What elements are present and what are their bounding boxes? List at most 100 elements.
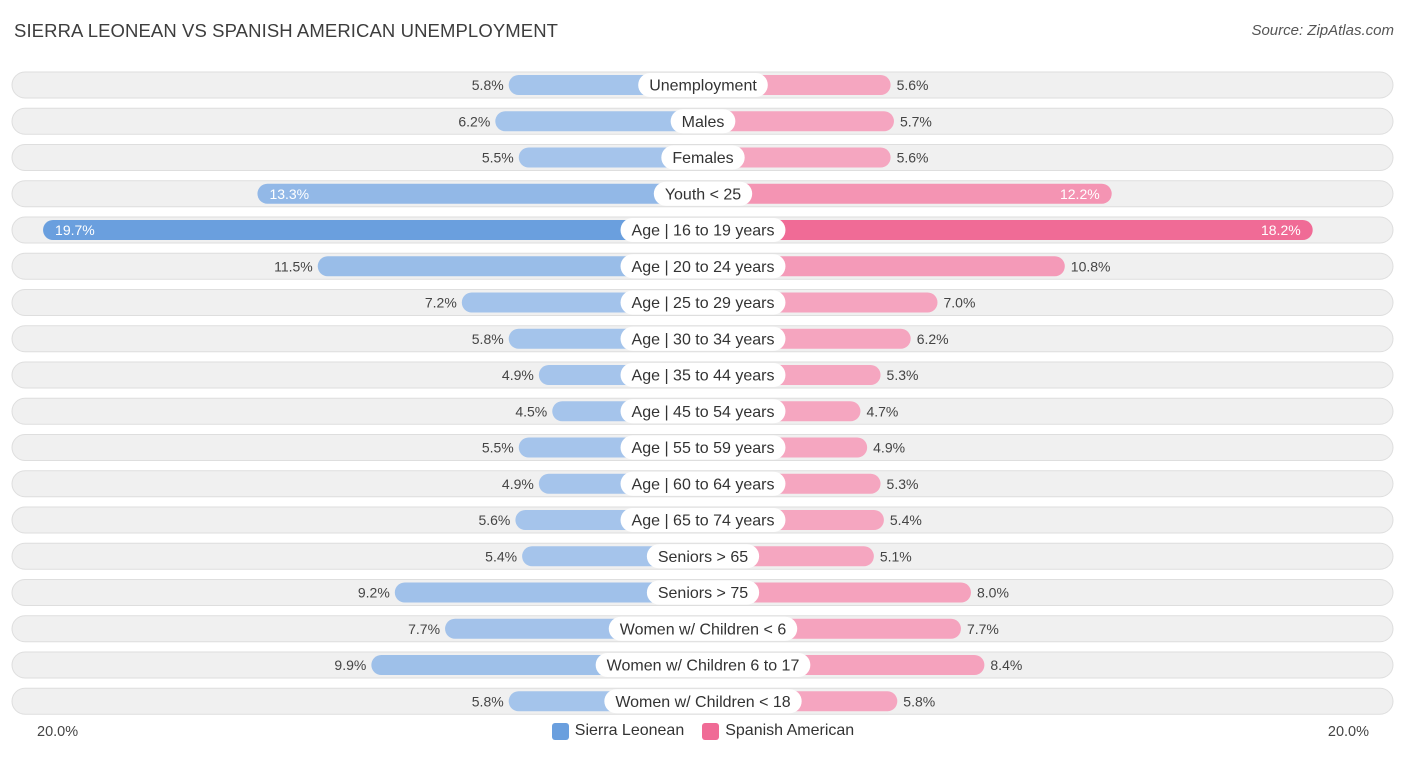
value-label-spanish-american-seniors-75: 8.0% <box>977 585 1009 601</box>
bar-spanish-american-males[interactable] <box>703 111 894 132</box>
row-females: 5.5% 5.6% Females <box>11 144 1394 171</box>
value-label-spanish-american-women-w-children-6-to-17: 8.4% <box>990 657 1022 673</box>
category-pill <box>620 363 786 387</box>
bar-spanish-american-seniors-75[interactable] <box>703 582 971 603</box>
category-label-women-w-children-6: Women w/ Children < 6 <box>620 621 787 638</box>
value-label-sierra-leonean-age-55-to-59-years: 5.5% <box>482 440 514 456</box>
value-label-sierra-leonean-age-25-to-29-years: 7.2% <box>425 295 457 311</box>
category-label-age-45-to-54-years: Age | 45 to 54 years <box>632 404 775 421</box>
value-label-spanish-american-age-35-to-44-years: 5.3% <box>887 367 919 383</box>
category-label-women-w-children-6-to-17: Women w/ Children 6 to 17 <box>607 658 800 675</box>
value-label-sierra-leonean-age-30-to-34-years: 5.8% <box>472 331 504 347</box>
category-pill <box>646 544 760 569</box>
category-pill <box>620 290 786 315</box>
bar-spanish-american-age-20-to-24-years[interactable] <box>703 256 1065 277</box>
value-label-spanish-american-males: 5.7% <box>900 113 932 129</box>
axis-right-label: 20.0% <box>1327 724 1369 740</box>
value-label-spanish-american-women-w-children-6: 7.7% <box>967 621 999 637</box>
row-age-45-to-54-years: 4.5% 4.7% Age | 45 to 54 years <box>11 397 1394 425</box>
category-label-age-65-to-74-years: Age | 65 to 74 years <box>632 513 775 530</box>
row-youth-25: 13.3% 12.2% Youth < 25 <box>11 180 1394 208</box>
bar-sierra-leonean-seniors-75[interactable] <box>394 582 703 603</box>
row-age-60-to-64-years: 4.9% 5.3% Age | 60 to 64 years <box>11 470 1394 498</box>
value-label-spanish-american-seniors-65: 5.1% <box>880 548 912 564</box>
value-label-spanish-american-age-20-to-24-years: 10.8% <box>1071 258 1111 274</box>
value-label-spanish-american-age-30-to-34-years: 6.2% <box>917 331 949 347</box>
category-label-age-25-to-29-years: Age | 25 to 29 years <box>632 295 775 312</box>
legend: Sierra Leonean Spanish American <box>0 722 1406 740</box>
value-label-spanish-american-age-25-to-29-years: 7.0% <box>944 295 976 311</box>
value-label-spanish-american-women-w-children-18: 5.8% <box>903 693 935 709</box>
legend-label-spanish-american: Spanish American <box>725 722 855 739</box>
category-pill <box>620 399 786 424</box>
value-label-spanish-american-age-16-to-19-years: 18.2% <box>1261 222 1301 238</box>
value-label-sierra-leonean-age-65-to-74-years: 5.6% <box>478 512 510 528</box>
row-age-65-to-74-years: 5.6% 5.4% Age | 65 to 74 years <box>11 506 1394 534</box>
category-pill <box>620 508 786 532</box>
category-label-unemployment: Unemployment <box>649 78 757 95</box>
value-label-spanish-american-youth-25: 12.2% <box>1060 186 1100 202</box>
value-label-sierra-leonean-seniors-65: 5.4% <box>485 548 517 564</box>
value-label-spanish-american-unemployment: 5.6% <box>897 77 929 93</box>
category-label-age-35-to-44-years: Age | 35 to 44 years <box>632 368 775 385</box>
bar-sierra-leonean-age-20-to-24-years[interactable] <box>317 256 703 277</box>
category-label-age-60-to-64-years: Age | 60 to 64 years <box>632 476 775 493</box>
chart-title: SIERRA LEONEAN VS SPANISH AMERICAN UNEMP… <box>14 20 559 41</box>
bar-spanish-american-age-16-to-19-years[interactable] <box>703 220 1313 240</box>
bar-sierra-leonean-youth-25[interactable] <box>257 183 703 204</box>
value-label-sierra-leonean-seniors-75: 9.2% <box>358 585 390 601</box>
category-pill <box>620 254 786 279</box>
row-seniors-75: 9.2% 8.0% Seniors > 75 <box>11 579 1394 606</box>
category-pill <box>670 109 736 134</box>
value-label-sierra-leonean-age-60-to-64-years: 4.9% <box>502 476 534 492</box>
value-label-spanish-american-age-55-to-59-years: 4.9% <box>873 440 905 456</box>
value-label-sierra-leonean-females: 5.5% <box>482 150 514 166</box>
legend-item-sierra-leonean[interactable]: Sierra Leonean <box>551 722 685 740</box>
value-label-spanish-american-age-65-to-74-years: 5.4% <box>890 512 922 528</box>
bar-spanish-american-females[interactable] <box>703 147 891 168</box>
category-label-seniors-75: Seniors > 75 <box>658 585 748 602</box>
row-women-w-children-18: 5.8% 5.8% Women w/ Children < 18 <box>11 687 1394 715</box>
value-label-sierra-leonean-age-16-to-19-years: 19.7% <box>55 222 95 238</box>
category-pill <box>620 218 786 242</box>
category-pill <box>646 580 760 605</box>
bar-sierra-leonean-age-16-to-19-years[interactable] <box>43 220 704 240</box>
row-seniors-65: 5.4% 5.1% Seniors > 65 <box>11 542 1394 570</box>
row-age-20-to-24-years: 11.5% 10.8% Age | 20 to 24 years <box>11 252 1394 280</box>
legend-label-sierra-leonean: Sierra Leonean <box>574 722 685 739</box>
row-males: 6.2% 5.7% Males <box>11 107 1394 135</box>
bar-sierra-leonean-females[interactable] <box>518 147 703 168</box>
row-age-30-to-34-years: 5.8% 6.2% Age | 30 to 34 years <box>11 325 1394 353</box>
value-label-sierra-leonean-males: 6.2% <box>458 113 490 129</box>
category-label-age-20-to-24-years: Age | 20 to 24 years <box>632 259 775 276</box>
category-pill <box>620 435 786 460</box>
value-label-sierra-leonean-women-w-children-18: 5.8% <box>472 693 504 709</box>
row-unemployment: 5.8% 5.6% Unemployment <box>11 71 1394 99</box>
value-label-spanish-american-females: 5.6% <box>897 150 929 166</box>
value-label-sierra-leonean-age-35-to-44-years: 4.9% <box>502 367 534 383</box>
source-credit: Source: ZipAtlas.com <box>1251 22 1394 39</box>
legend-item-spanish-american[interactable]: Spanish American <box>702 722 854 740</box>
category-label-seniors-65: Seniors > 65 <box>658 549 748 566</box>
bar-sierra-leonean-males[interactable] <box>495 111 703 132</box>
category-label-males: Males <box>682 114 725 131</box>
category-pill <box>661 145 745 170</box>
category-pill <box>595 653 811 677</box>
category-label-age-55-to-59-years: Age | 55 to 59 years <box>632 440 775 457</box>
value-label-sierra-leonean-youth-25: 13.3% <box>269 186 309 202</box>
bar-spanish-american-youth-25[interactable] <box>703 183 1112 204</box>
row-age-16-to-19-years: 19.7% 18.2% Age | 16 to 19 years <box>11 216 1394 244</box>
category-pill <box>620 471 786 496</box>
category-pill <box>653 181 753 206</box>
value-label-sierra-leonean-age-20-to-24-years: 11.5% <box>274 258 313 274</box>
value-label-sierra-leonean-unemployment: 5.8% <box>472 77 504 93</box>
category-label-females: Females <box>672 150 733 167</box>
row-women-w-children-6: 7.7% 7.7% Women w/ Children < 6 <box>11 615 1394 643</box>
value-label-sierra-leonean-women-w-children-6-to-17: 9.9% <box>334 657 366 673</box>
row-women-w-children-6-to-17: 9.9% 8.4% Women w/ Children 6 to 17 <box>11 651 1394 679</box>
category-pill <box>638 73 768 97</box>
legend-swatch-spanish-american <box>702 722 720 740</box>
row-age-25-to-29-years: 7.2% 7.0% Age | 25 to 29 years <box>11 289 1394 316</box>
category-pill <box>604 689 802 714</box>
